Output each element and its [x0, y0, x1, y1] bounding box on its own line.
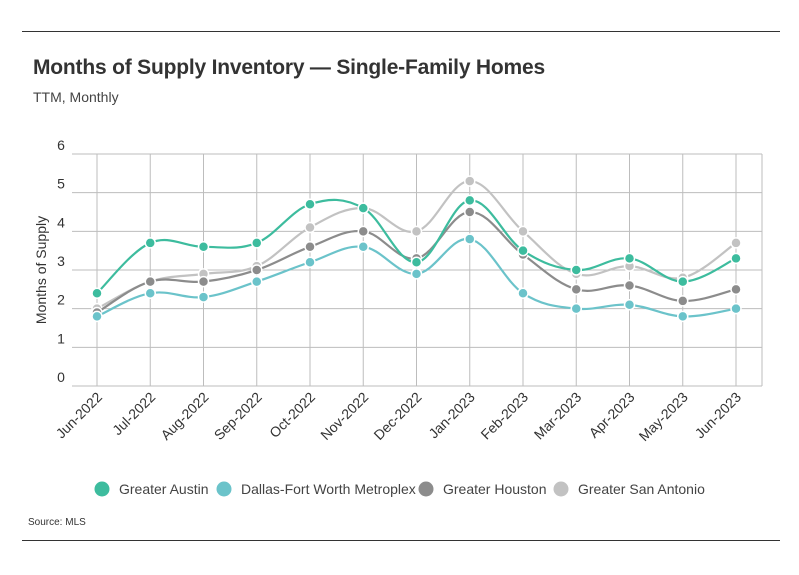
data-point: [357, 202, 369, 214]
data-point: [91, 310, 103, 323]
data-point: [304, 256, 316, 269]
data-point: [623, 299, 636, 311]
y-axis-label: Months of Supply: [33, 216, 49, 324]
x-tick-label: May-2023: [636, 389, 691, 444]
legend-swatch: [216, 481, 232, 497]
x-tick-label: Jun-2022: [53, 389, 106, 442]
y-axis-ticks: 0 1 2 3 4 5 6: [57, 137, 65, 385]
chart-subtitle: TTM, Monthly: [33, 89, 119, 105]
y-tick-label: 6: [57, 137, 65, 153]
data-point: [251, 237, 263, 249]
x-tick-label: Nov-2022: [317, 389, 371, 443]
y-tick-label: 2: [57, 292, 65, 308]
data-point: [410, 268, 423, 280]
data-point: [410, 225, 423, 238]
bottom-rule: [22, 540, 780, 541]
legend-label: Greater Houston: [443, 481, 547, 497]
data-point: [464, 194, 476, 207]
series-dallas-fort-worth-metroplex: [91, 233, 742, 323]
legend-label: Dallas-Fort Worth Metroplex: [241, 481, 416, 497]
data-point: [251, 264, 263, 276]
x-tick-label: Dec-2022: [370, 389, 424, 443]
legend: Greater Austin Dallas-Fort Worth Metrople…: [94, 481, 705, 497]
data-point: [730, 252, 742, 265]
data-point: [144, 237, 156, 249]
series-group: [91, 175, 742, 323]
y-tick-label: 1: [57, 330, 65, 346]
data-point: [730, 302, 742, 315]
data-point: [91, 287, 103, 299]
x-axis-ticks: Jun-2022 Jul-2022 Aug-2022 Sep-2022 Oct-2022…: [53, 389, 745, 444]
grid: [72, 153, 763, 387]
data-point: [197, 291, 210, 303]
x-tick-label: Oct-2022: [266, 389, 318, 441]
x-tick-label: Feb-2023: [477, 389, 531, 443]
x-tick-label: Mar-2023: [531, 389, 585, 443]
data-point: [410, 256, 423, 269]
data-point: [357, 225, 369, 238]
data-point: [677, 310, 689, 323]
source-note: Source: MLS: [28, 517, 86, 528]
data-point: [730, 283, 742, 296]
x-tick-label: Jul-2022: [109, 389, 158, 438]
data-point: [357, 241, 369, 253]
data-point: [251, 275, 263, 288]
y-tick-label: 3: [57, 253, 65, 269]
data-point: [304, 221, 316, 234]
data-point: [570, 264, 582, 276]
data-point: [197, 241, 210, 253]
data-point: [570, 283, 582, 296]
y-tick-label: 5: [57, 176, 65, 192]
chart-title: Months of Supply Inventory — Single-Fami…: [33, 56, 545, 79]
legend-item: Greater San Antonio: [553, 481, 705, 497]
x-tick-label: Jun-2023: [692, 389, 745, 442]
x-tick-label: Apr-2023: [586, 389, 638, 441]
data-point: [464, 233, 476, 245]
data-point: [517, 244, 529, 257]
data-point: [570, 302, 582, 315]
y-tick-label: 0: [57, 369, 65, 385]
data-point: [144, 275, 156, 288]
data-point: [517, 225, 529, 238]
legend-item: Greater Houston: [418, 481, 547, 497]
x-tick-label: Jan-2023: [425, 389, 478, 442]
data-point: [464, 206, 476, 218]
data-point: [197, 275, 210, 288]
legend-swatch: [418, 481, 434, 497]
data-point: [623, 279, 636, 292]
data-point: [677, 295, 689, 307]
data-point: [464, 175, 476, 187]
top-rule: [22, 31, 780, 32]
data-point: [144, 287, 156, 299]
x-tick-label: Sep-2022: [211, 389, 265, 443]
legend-item: Dallas-Fort Worth Metroplex: [216, 481, 416, 497]
data-point: [730, 237, 742, 249]
legend-swatch: [94, 481, 110, 497]
legend-swatch: [553, 481, 569, 497]
series-greater-austin: [91, 194, 742, 299]
data-point: [517, 287, 529, 299]
legend-item: Greater Austin: [94, 481, 209, 497]
legend-label: Greater Austin: [119, 481, 209, 497]
data-point: [623, 252, 636, 265]
data-point: [304, 198, 316, 211]
legend-label: Greater San Antonio: [578, 481, 705, 497]
data-point: [304, 241, 316, 253]
y-tick-label: 4: [57, 214, 65, 230]
data-point: [677, 275, 689, 288]
x-tick-label: Aug-2022: [157, 389, 211, 443]
